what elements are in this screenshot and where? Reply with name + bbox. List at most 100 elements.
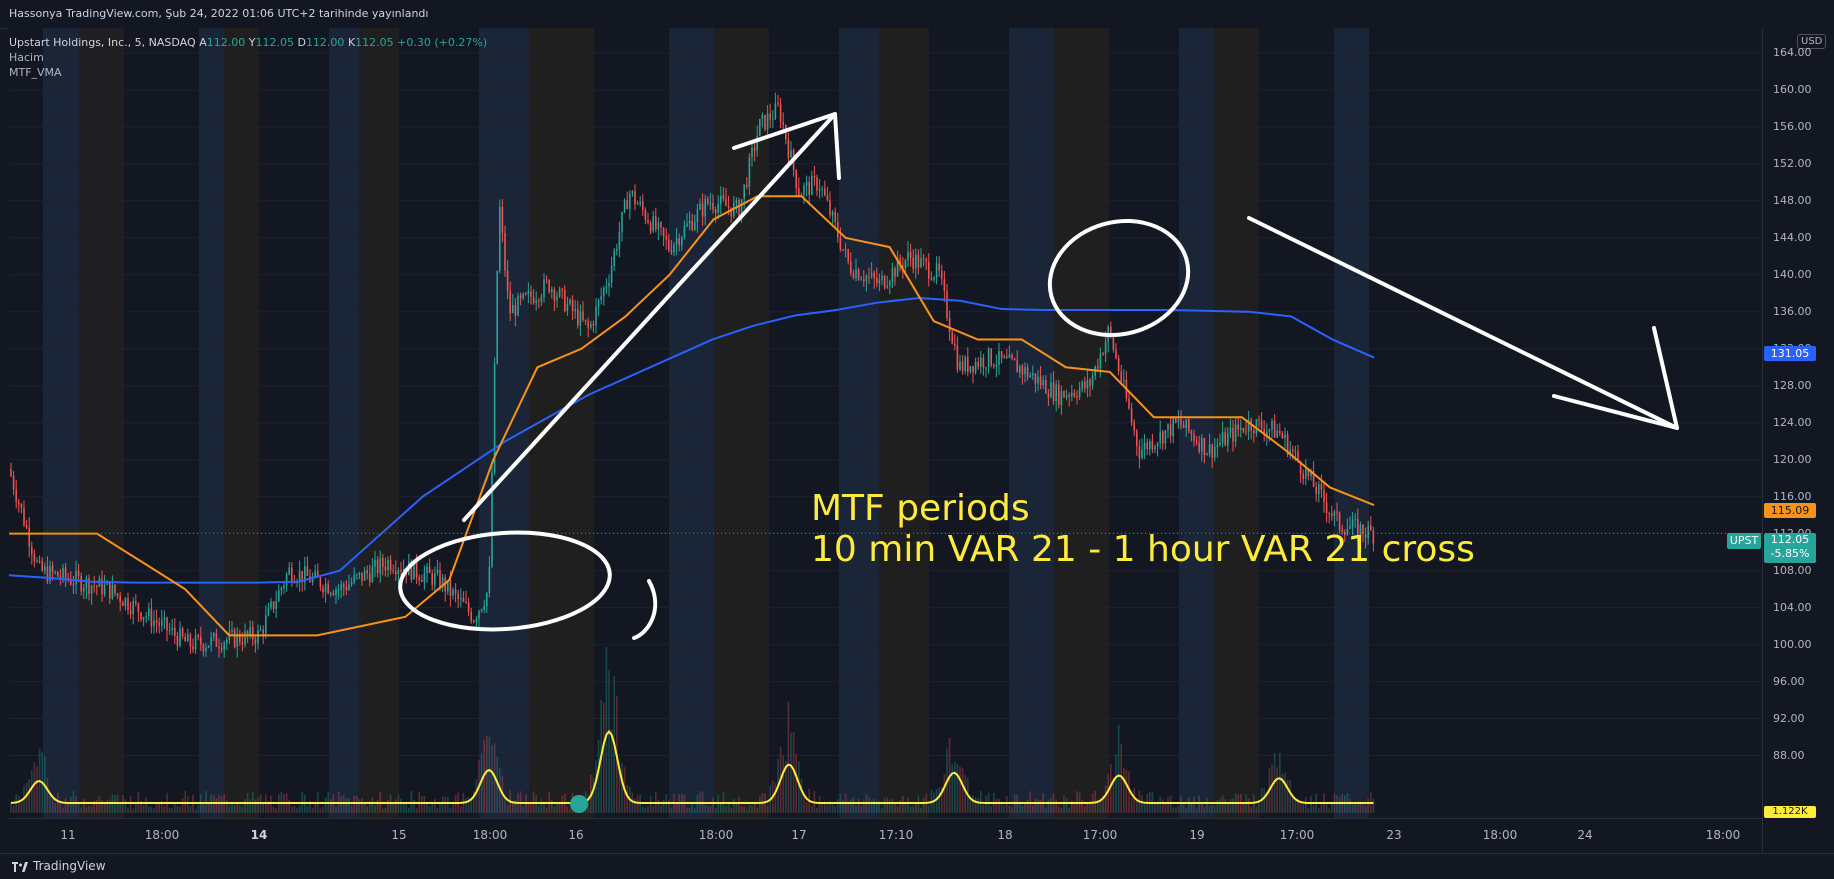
candle-body-7 <box>28 527 30 547</box>
footer-brand[interactable]: TradingView <box>33 859 106 873</box>
volume-bar-14 <box>46 777 49 813</box>
candle-body-497 <box>1302 473 1304 479</box>
candle-body-463 <box>1214 446 1216 458</box>
price-axis[interactable] <box>1762 28 1834 853</box>
symbol-title[interactable]: Upstart Holdings, Inc., 5, NASDAQ <box>9 36 196 49</box>
volume-bar-230 <box>608 669 610 813</box>
candle-body-485 <box>1271 420 1273 430</box>
volume-bar-21 <box>64 797 67 813</box>
volume-bar-375 <box>985 795 987 813</box>
volume-bar-297 <box>782 755 784 813</box>
candle-body-113 <box>304 566 306 583</box>
candle-body-88 <box>239 633 241 643</box>
candle-body-478 <box>1253 430 1255 434</box>
candle-body-374 <box>982 357 985 368</box>
chart-pane[interactable] <box>9 28 1762 853</box>
candle-body-129 <box>345 587 348 590</box>
candle-body-202 <box>535 300 537 303</box>
volume-bar-54 <box>150 806 153 813</box>
candle-body-168 <box>447 580 449 592</box>
volume-bar-474 <box>1242 802 1245 813</box>
volume-bar-330 <box>868 796 870 813</box>
candle-body-272 <box>717 204 719 213</box>
volume-bar-278 <box>733 798 735 813</box>
volume-bar-350 <box>920 807 922 813</box>
candle-body-191 <box>506 270 509 292</box>
candle-body-327 <box>860 279 862 281</box>
volume-bar-493 <box>1292 794 1294 813</box>
candle-body-511 <box>1338 512 1341 530</box>
time-tick-13: 23 <box>1386 828 1402 842</box>
volume-bar-460 <box>1206 798 1208 813</box>
volume-bar-19 <box>59 803 62 813</box>
volume-bar-294 <box>774 783 777 813</box>
volume-bar-240 <box>634 798 636 813</box>
volume-bar-367 <box>964 775 966 813</box>
candle-body-495 <box>1297 451 1299 462</box>
candle-body-247 <box>652 215 654 232</box>
volume-bar-9 <box>33 762 36 813</box>
ohlc-close-label: K <box>347 36 356 49</box>
candle-body-19 <box>59 576 62 579</box>
volume-bar-399 <box>1047 799 1050 813</box>
volume-bar-418 <box>1097 800 1099 813</box>
candle-body-491 <box>1286 434 1289 455</box>
volume-bar-87 <box>236 802 238 813</box>
indicator-mtf-vma[interactable]: MTF_VMA <box>9 66 62 79</box>
candle-body-221 <box>584 319 587 322</box>
candle-body-496 <box>1299 461 1302 474</box>
candle-body-494 <box>1294 451 1297 453</box>
annotation-stroke-left <box>632 579 658 640</box>
candle-body-484 <box>1268 429 1271 432</box>
candle-body-383 <box>1006 356 1008 359</box>
candle-body-513 <box>1344 532 1346 535</box>
volume-bar-324 <box>852 797 855 813</box>
volume-bar-68 <box>187 796 189 813</box>
candle-body-17 <box>54 571 56 573</box>
chart-canvas[interactable] <box>9 28 1762 818</box>
volume-bar-348 <box>915 804 917 813</box>
candle-body-365 <box>959 361 961 370</box>
volume-bar-323 <box>850 799 852 813</box>
candle-body-91 <box>246 631 249 636</box>
candle-body-131 <box>350 582 353 585</box>
last-price: 112.05 <box>1770 533 1810 546</box>
volume-bar-2 <box>15 794 17 813</box>
candle-body-230 <box>608 282 610 287</box>
indicator-volume[interactable]: Hacim <box>9 51 44 64</box>
volume-bar-413 <box>1084 806 1086 813</box>
candle-body-356 <box>935 263 938 278</box>
candle-body-40 <box>114 584 116 594</box>
volume-bar-133 <box>356 795 358 813</box>
volume-bar-42 <box>119 803 121 813</box>
candle-body-128 <box>343 584 345 588</box>
time-tick-10: 17:00 <box>1082 828 1118 842</box>
volume-bar-179 <box>475 779 478 813</box>
candle-body-364 <box>956 345 959 370</box>
volume-bar-358 <box>941 786 943 813</box>
candle-body-312 <box>821 188 823 190</box>
volume-bar-245 <box>647 806 649 813</box>
candle-body-185 <box>491 472 493 567</box>
currency-label[interactable]: USD <box>1797 34 1827 49</box>
candle-body-245 <box>647 219 649 223</box>
candle-body-205 <box>543 279 545 298</box>
volume-bar-455 <box>1193 796 1195 813</box>
volume-bar-336 <box>883 797 886 813</box>
volume-bar-366 <box>961 768 964 813</box>
tradingview-logo-icon <box>12 862 28 872</box>
volume-bar-503 <box>1318 808 1320 813</box>
volume-bar-145 <box>387 799 389 813</box>
candle-body-226 <box>597 299 600 307</box>
volume-bar-427 <box>1120 744 1122 813</box>
candle-body-11 <box>38 560 41 562</box>
volume-bar-318 <box>837 799 839 813</box>
volume-bar-420 <box>1102 795 1104 813</box>
candle-body-348 <box>915 254 917 269</box>
candle-body-436 <box>1143 442 1146 450</box>
time-axis[interactable]: 11 18:00 14 15 18:00 16 18:00 17 17:10 18 17:00 19 1… <box>9 818 1762 854</box>
volume-bar-269 <box>709 806 712 813</box>
volume-bar-61 <box>168 807 171 813</box>
candle-body-163 <box>434 573 436 585</box>
candle-body-265 <box>699 203 701 210</box>
